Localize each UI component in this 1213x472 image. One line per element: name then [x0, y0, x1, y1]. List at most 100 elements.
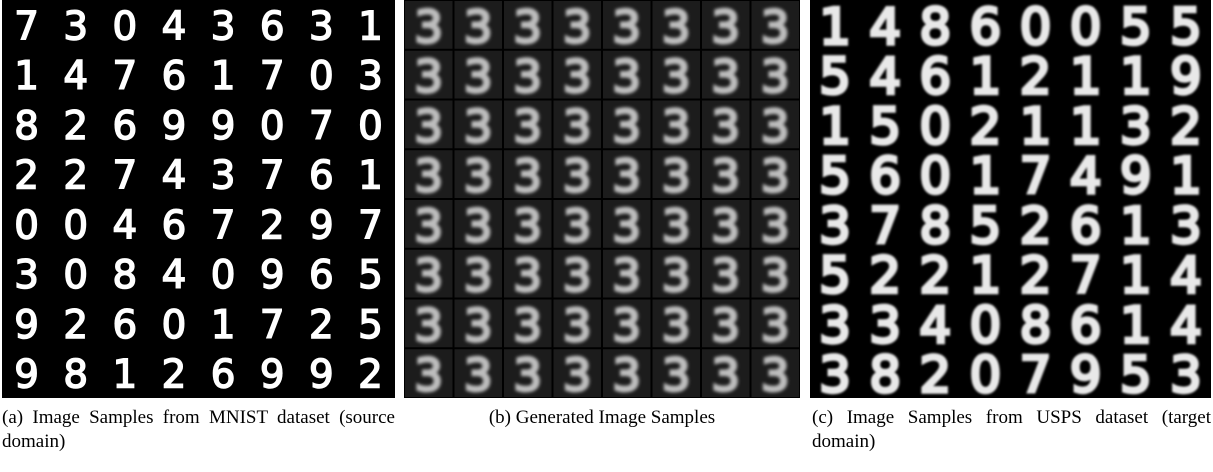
image-background [2, 0, 395, 398]
digit-sample: 3 [358, 54, 383, 99]
digit-sample: 4 [162, 4, 187, 49]
digit-sample: 3 [662, 0, 690, 53]
digit-sample: 1 [14, 54, 39, 99]
digit-sample: 9 [309, 353, 334, 398]
digit-sample: 3 [563, 150, 591, 203]
digit-sample: 4 [162, 253, 187, 298]
digit-sample: 3 [309, 4, 334, 49]
digit-sample: 3 [662, 249, 690, 302]
digit-sample: 3 [662, 349, 690, 398]
digit-sample: 3 [1170, 346, 1202, 398]
digit-sample: 3 [761, 0, 789, 53]
digit-sample: 3 [563, 249, 591, 302]
digit-sample: 8 [869, 346, 901, 398]
digit-sample: 3 [761, 50, 789, 103]
digit-sample: 2 [260, 203, 285, 248]
digit-sample: 3 [514, 349, 542, 398]
digit-sample: 3 [415, 50, 443, 103]
digit-sample: 6 [309, 253, 334, 298]
digit-sample: 3 [14, 253, 39, 298]
digit-sample: 9 [211, 104, 236, 149]
digit-sample: 3 [662, 50, 690, 103]
digit-sample: 2 [63, 303, 88, 348]
digit-sample: 3 [514, 0, 542, 53]
digit-sample: 9 [260, 353, 285, 398]
digit-sample: 3 [464, 199, 492, 252]
digit-sample: 1 [112, 353, 137, 398]
digit-sample: 6 [309, 154, 334, 199]
digit-sample: 3 [415, 0, 443, 53]
digit-sample: 0 [309, 54, 334, 99]
digit-sample: 9 [1070, 346, 1102, 398]
image-grid: 1486005554612119150211325601749137852613… [810, 0, 1211, 398]
digit-sample: 3 [613, 199, 641, 252]
digit-sample: 3 [613, 0, 641, 53]
caption: (c) Image Samples from USPS dataset (tar… [812, 406, 1211, 454]
digit-sample: 3 [514, 50, 542, 103]
digit-sample: 3 [415, 199, 443, 252]
digit-sample: 0 [211, 253, 236, 298]
digit-sample: 3 [761, 249, 789, 302]
caption: (b) Generated Image Samples [404, 406, 800, 430]
digit-sample: 0 [358, 104, 383, 149]
digit-sample: 3 [514, 150, 542, 203]
digit-sample: 3 [464, 150, 492, 203]
digit-sample: 3 [761, 150, 789, 203]
digit-sample: 3 [761, 199, 789, 252]
digit-sample: 9 [309, 203, 334, 248]
digit-sample: 7 [211, 203, 236, 248]
digit-sample: 3 [464, 349, 492, 398]
image-grid: 3333333333333333333333333333333333333333… [404, 0, 800, 398]
digit-sample: 3 [63, 4, 88, 49]
digit-sample: 3 [211, 4, 236, 49]
digit-sample: 4 [162, 154, 187, 199]
digit-sample: 3 [712, 199, 740, 252]
digit-sample: 3 [662, 150, 690, 203]
digit-sample: 3 [563, 100, 591, 153]
digit-sample: 0 [112, 4, 137, 49]
digit-sample: 3 [514, 249, 542, 302]
digit-sample: 3 [712, 349, 740, 398]
digit-sample: 0 [162, 303, 187, 348]
digit-sample: 9 [14, 303, 39, 348]
digit-sample: 3 [819, 346, 851, 398]
digit-sample: 8 [112, 253, 137, 298]
digit-sample: 5 [1120, 346, 1152, 398]
digit-sample: 3 [712, 150, 740, 203]
digit-sample: 1 [211, 303, 236, 348]
digit-sample: 7 [1020, 346, 1052, 398]
digit-sample: 6 [211, 353, 236, 398]
digit-sample: 3 [761, 349, 789, 398]
digit-sample: 0 [14, 203, 39, 248]
digit-sample: 2 [14, 154, 39, 199]
digit-sample: 6 [162, 203, 187, 248]
digit-sample: 3 [613, 349, 641, 398]
digit-sample: 3 [712, 299, 740, 352]
digit-sample: 2 [162, 353, 187, 398]
image-grid: 7304363114761703826990702274376100467297… [2, 0, 395, 398]
digit-sample: 3 [613, 249, 641, 302]
digit-sample: 3 [464, 299, 492, 352]
digit-sample: 3 [662, 199, 690, 252]
digit-sample: 6 [112, 303, 137, 348]
digit-sample: 3 [712, 50, 740, 103]
digit-sample: 1 [211, 54, 236, 99]
digit-sample: 3 [712, 0, 740, 53]
digit-sample: 8 [63, 353, 88, 398]
digit-sample: 3 [415, 100, 443, 153]
digit-sample: 3 [613, 150, 641, 203]
digit-sample: 3 [464, 50, 492, 103]
digit-sample: 3 [415, 349, 443, 398]
digit-sample: 5 [358, 303, 383, 348]
digit-sample: 9 [162, 104, 187, 149]
digit-sample: 6 [112, 104, 137, 149]
digit-sample: 3 [613, 50, 641, 103]
digit-sample: 3 [514, 199, 542, 252]
digit-sample: 3 [761, 100, 789, 153]
digit-sample: 3 [662, 100, 690, 153]
digit-sample: 9 [260, 253, 285, 298]
digit-sample: 7 [260, 54, 285, 99]
digit-sample: 3 [613, 299, 641, 352]
digit-sample: 7 [112, 54, 137, 99]
digit-sample: 6 [260, 4, 285, 49]
